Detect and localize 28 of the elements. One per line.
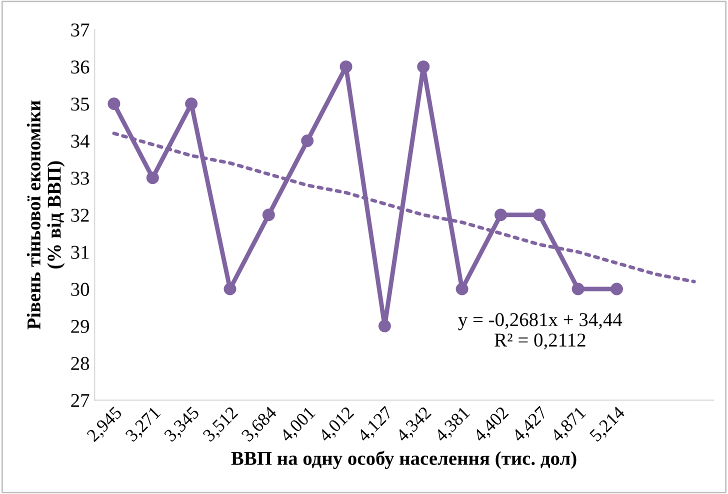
point bbox=[610, 282, 624, 296]
point bbox=[494, 208, 507, 222]
point bbox=[301, 134, 314, 148]
y-axis-title: Рівень тіньової економіки (% від ВВП) bbox=[26, 100, 65, 330]
annotation: y = -0,2681x + 34,44 R² = 0,2112 bbox=[458, 313, 622, 350]
point bbox=[417, 60, 430, 73]
point bbox=[456, 282, 468, 296]
y-tick-label: 33 bbox=[71, 172, 90, 185]
y-tick-label: 37 bbox=[71, 24, 90, 37]
point bbox=[262, 208, 275, 222]
y-tick-label: 32 bbox=[71, 208, 89, 222]
point bbox=[146, 172, 159, 184]
y-tick-label: 30 bbox=[71, 282, 90, 296]
point bbox=[572, 282, 584, 296]
y-tick-label: 36 bbox=[71, 60, 90, 74]
point bbox=[224, 282, 236, 296]
y-tick-label: 34 bbox=[71, 134, 90, 148]
point bbox=[340, 60, 352, 73]
y-tick-label: 35 bbox=[71, 98, 90, 111]
y-tick-label: 29 bbox=[71, 320, 89, 333]
y-tick-label: 27 bbox=[71, 394, 90, 407]
point bbox=[378, 320, 391, 332]
x-axis-title: ВВП на одну особу населення (тис. дол) bbox=[231, 450, 576, 469]
point bbox=[533, 208, 546, 222]
point bbox=[185, 97, 198, 110]
point bbox=[108, 97, 120, 110]
y-tick-label: 31 bbox=[71, 246, 89, 259]
y-tick-label: 28 bbox=[71, 356, 90, 370]
